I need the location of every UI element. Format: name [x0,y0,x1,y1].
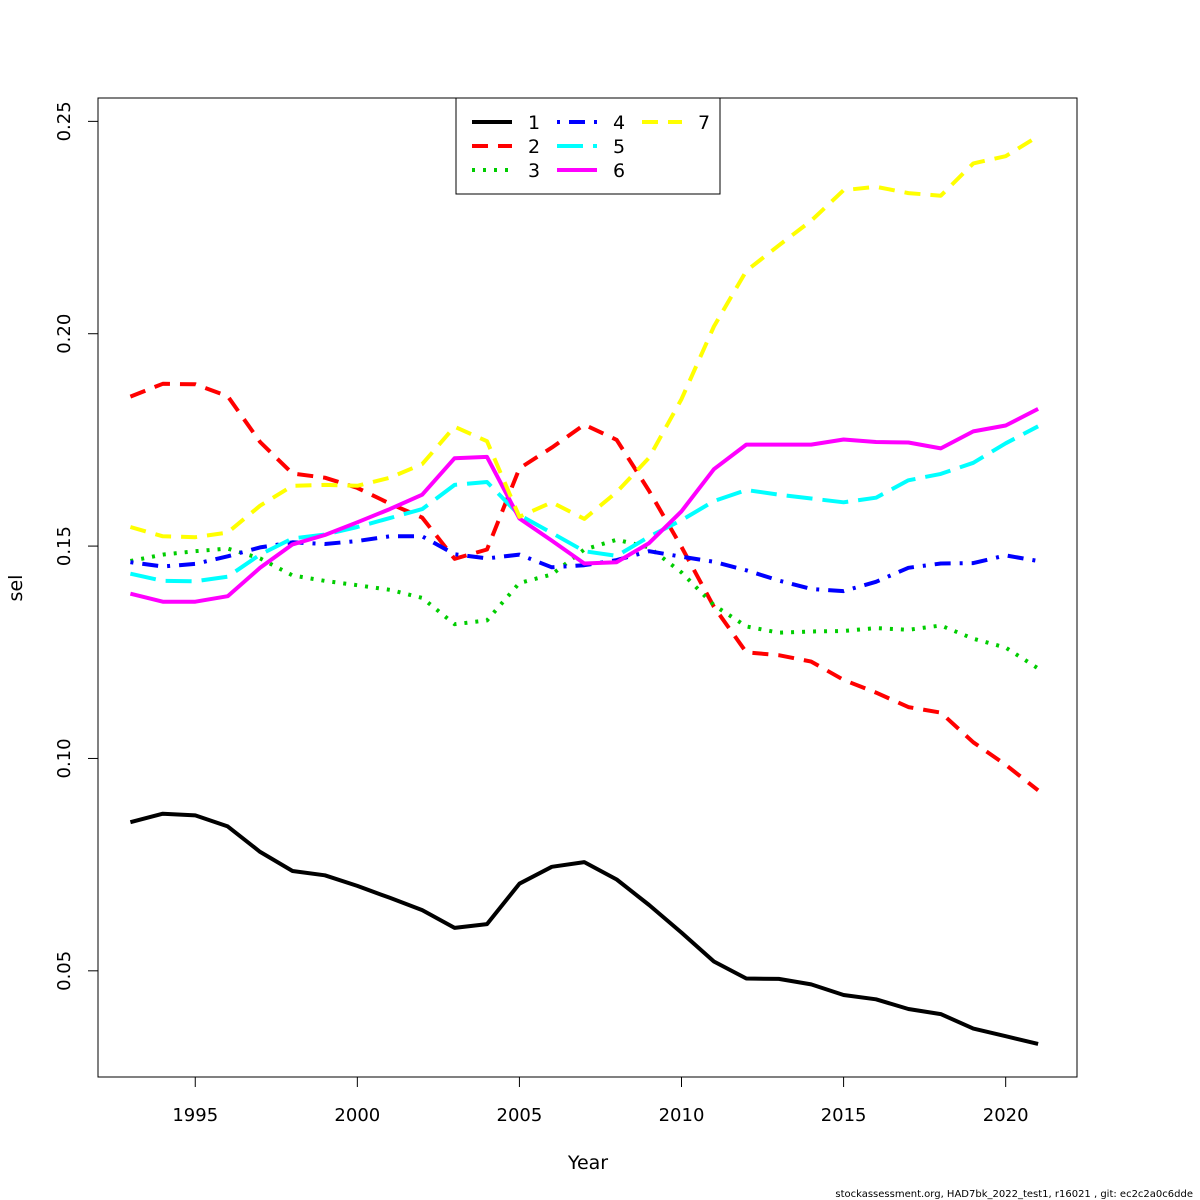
legend-box [455,97,721,195]
footer-text: stockassessment.org, HAD7bk_2022_test1, … [835,1189,1193,1200]
x-axis-title: Year [567,1152,608,1174]
series-line-6 [129,407,1040,604]
series-line-7 [129,134,1040,540]
y-tick-label: 0.15 [54,526,75,566]
series-line-1 [129,811,1039,1046]
x-tick-label: 1995 [172,1105,218,1126]
legend: 123 456 7 [455,97,721,195]
y-tick-label: 0.20 [54,314,75,354]
x-tick-label: 2015 [821,1105,867,1126]
plot-frame [97,97,1078,1078]
series-layer [129,134,1040,1046]
x-axis: 1995 2000 2005 2010 2015 2020 [172,1076,1029,1126]
y-tick-label: 0.10 [54,738,75,778]
y-axis: 0.05 0.10 0.15 0.20 0.25 [54,101,99,991]
series-line-5 [129,424,1040,584]
legend-label-4: 4 [613,112,625,134]
x-tick-label: 2010 [659,1105,705,1126]
series-line-3 [130,537,1040,671]
y-tick-label: 0.05 [54,951,75,991]
legend-label-6: 6 [613,160,625,182]
legend-label-3: 3 [528,160,540,182]
legend-label-7: 7 [698,112,710,134]
y-tick-label: 0.25 [54,101,75,141]
legend-label-2: 2 [528,136,540,158]
x-tick-label: 2020 [983,1105,1029,1126]
legend-label-5: 5 [613,136,625,158]
series-line-2 [129,381,1040,792]
x-tick-label: 2005 [497,1105,543,1126]
x-tick-label: 2000 [334,1105,380,1126]
legend-label-1: 1 [528,112,540,134]
y-axis-title: sel [5,575,27,602]
